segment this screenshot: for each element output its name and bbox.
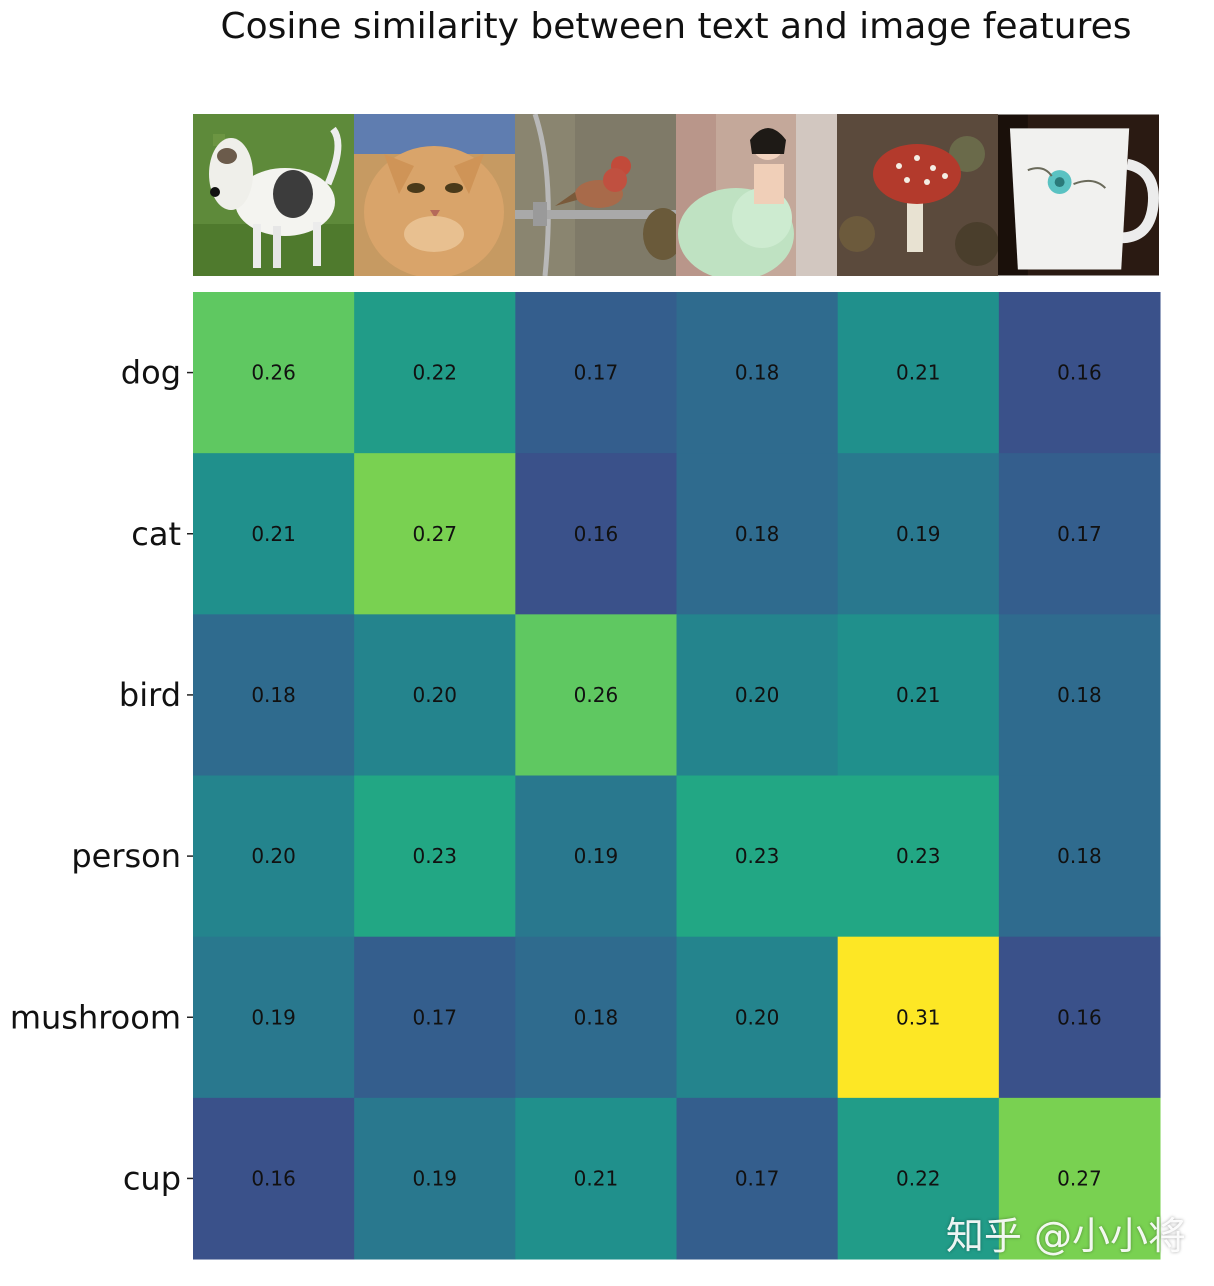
cell-value-label: 0.17 <box>574 361 619 385</box>
cell-value-label: 0.19 <box>574 844 619 868</box>
row-label-mushroom: mushroom <box>10 998 181 1036</box>
cell-value-label: 0.18 <box>735 522 780 546</box>
chart-title: Cosine similarity between text and image… <box>220 6 1132 47</box>
heatmap-cell-bird-cat <box>354 614 516 777</box>
cell-value-label: 0.22 <box>896 1166 941 1190</box>
cell-value-label: 0.18 <box>1057 683 1102 707</box>
heatmap-cell-mushroom-person <box>676 936 839 1099</box>
cell-value-label: 0.19 <box>896 522 941 546</box>
cell-value-label: 0.22 <box>412 361 457 385</box>
cell-value-label: 0.20 <box>735 1005 780 1029</box>
dog-photo-icon <box>193 114 354 276</box>
cell-value-label: 0.16 <box>1057 361 1102 385</box>
heatmap-cell-bird-cup <box>998 614 1161 777</box>
heatmap-cell-person-cup <box>998 775 1161 938</box>
cell-value-label: 0.17 <box>735 1166 780 1190</box>
cell-value-label: 0.23 <box>735 844 780 868</box>
cell-value-label: 0.16 <box>574 522 619 546</box>
heatmap-cell-person-dog <box>193 775 355 938</box>
heatmap-cell-cup-mushroom <box>837 1097 1000 1260</box>
image-strip <box>193 114 1160 276</box>
heatmap-cell-dog-bird <box>515 292 678 454</box>
heatmap-cell-bird-mushroom <box>837 614 1000 777</box>
cell-value-label: 0.20 <box>251 844 296 868</box>
cell-value-label: 0.27 <box>412 522 457 546</box>
cell-value-label: 0.21 <box>896 361 941 385</box>
heatmap-cell-cup-person <box>676 1097 839 1260</box>
cell-value-label: 0.21 <box>896 683 941 707</box>
heatmap-cell-bird-bird <box>515 614 678 777</box>
cat-photo-icon <box>354 114 515 276</box>
heatmap-cell-cat-cat <box>354 453 516 615</box>
cup-photo-icon <box>998 114 1159 276</box>
heatmap-cell-mushroom-dog <box>193 936 355 1099</box>
heatmap-cell-dog-mushroom <box>837 292 1000 454</box>
cell-value-label: 0.31 <box>896 1005 941 1029</box>
cell-value-label: 0.18 <box>251 683 296 707</box>
cell-value-label: 0.18 <box>735 361 780 385</box>
cell-value-label: 0.17 <box>412 1005 457 1029</box>
heatmap-cell-cup-cat <box>354 1097 516 1260</box>
cell-value-label: 0.20 <box>735 683 780 707</box>
cell-value-label: 0.18 <box>1057 844 1102 868</box>
heatmap-cell-cat-person <box>676 453 839 615</box>
heatmap-cell-cup-dog <box>193 1097 355 1260</box>
heatmap-cell-mushroom-cup <box>998 936 1161 1099</box>
heatmap-cell-dog-cat <box>354 292 516 454</box>
heatmap-cell-cat-dog <box>193 453 355 615</box>
heatmap-cell-dog-person <box>676 292 839 454</box>
cell-value-label: 0.17 <box>1057 522 1102 546</box>
mushroom-photo-icon <box>837 114 998 276</box>
heatmap-cell-cat-cup <box>998 453 1161 615</box>
row-label-bird: bird <box>119 676 181 714</box>
cell-value-label: 0.23 <box>412 844 457 868</box>
heatmap-cell-dog-dog <box>193 292 355 454</box>
heatmap-cell-bird-dog <box>193 614 355 777</box>
heatmap-cell-mushroom-cat <box>354 936 516 1099</box>
cell-value-label: 0.26 <box>251 361 296 385</box>
heatmap-cell-person-mushroom <box>837 775 1000 938</box>
heatmap-cell-cat-mushroom <box>837 453 1000 615</box>
cell-value-label: 0.21 <box>574 1166 619 1190</box>
cell-value-label: 0.20 <box>412 683 457 707</box>
cell-value-label: 0.19 <box>412 1166 457 1190</box>
heatmap-cell-mushroom-mushroom <box>837 936 1000 1099</box>
cell-value-label: 0.27 <box>1057 1166 1102 1190</box>
cell-value-label: 0.21 <box>251 522 296 546</box>
heatmap-cell-person-person <box>676 775 839 938</box>
heatmap-cell-cup-bird <box>515 1097 678 1260</box>
cell-value-label: 0.26 <box>574 683 619 707</box>
row-label-dog: dog <box>121 354 181 392</box>
heatmap-cell-dog-cup <box>998 292 1161 454</box>
row-label-person: person <box>71 837 181 875</box>
heatmap-cell-person-bird <box>515 775 678 938</box>
cell-value-label: 0.16 <box>1057 1005 1102 1029</box>
heatmap-cell-mushroom-bird <box>515 936 678 1099</box>
cell-value-label: 0.23 <box>896 844 941 868</box>
row-label-cat: cat <box>131 515 181 553</box>
watermark: 知乎 @小小将 <box>945 1214 1186 1258</box>
heatmap-cell-bird-person <box>676 614 839 777</box>
row-label-cup: cup <box>123 1159 181 1197</box>
heatmap-cell-cat-bird <box>515 453 678 615</box>
heatmap-cell-cup-cup <box>998 1097 1161 1260</box>
cell-value-label: 0.19 <box>251 1005 296 1029</box>
cell-value-label: 0.16 <box>251 1166 296 1190</box>
cell-value-label: 0.18 <box>574 1005 619 1029</box>
bird-photo-icon <box>515 114 676 276</box>
person-photo-icon <box>676 114 837 276</box>
heatmap-cell-person-cat <box>354 775 516 938</box>
